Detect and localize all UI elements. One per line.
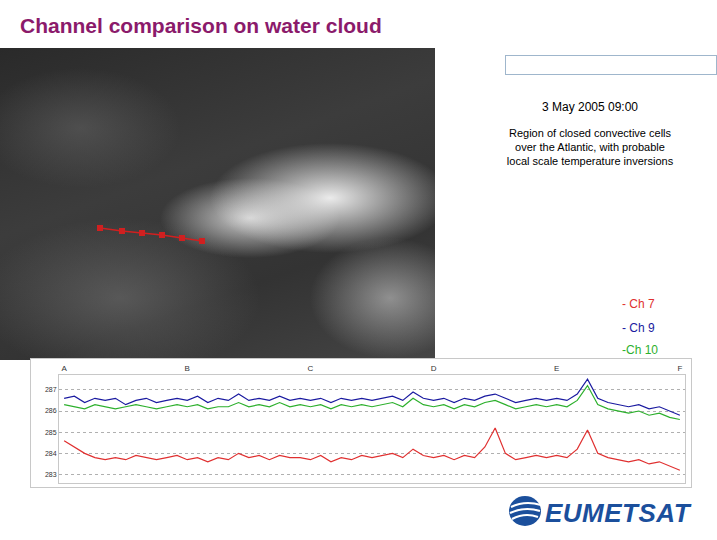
svg-text:283: 283 <box>45 471 57 478</box>
html-text:Channel comparison on water cl: Channel comparison on water cloud <box>20 14 382 37</box>
html-text:-Ch 10: -Ch 10 <box>622 343 658 357</box>
svg-text:287: 287 <box>45 386 57 393</box>
svg-text:286: 286 <box>45 407 57 414</box>
html-text:Region of closed convective ce: Region of closed convective cells over t… <box>506 127 674 167</box>
svg-text:C: C <box>308 364 314 373</box>
svg-text:284: 284 <box>45 450 57 457</box>
html-text:- Ch 7: - Ch 7 <box>622 297 655 311</box>
svg-text:B: B <box>185 364 190 373</box>
svg-text:D: D <box>431 364 437 373</box>
html-text:- Ch 9: - Ch 9 <box>622 321 655 335</box>
svg-text:A: A <box>61 364 67 373</box>
svg-text:E: E <box>554 364 559 373</box>
html-text:EUMETSAT: EUMETSAT <box>545 498 691 528</box>
svg-text:285: 285 <box>45 429 57 436</box>
svg-text:F: F <box>677 364 682 373</box>
html-text:3 May 2005 09:00: 3 May 2005 09:00 <box>542 100 638 114</box>
